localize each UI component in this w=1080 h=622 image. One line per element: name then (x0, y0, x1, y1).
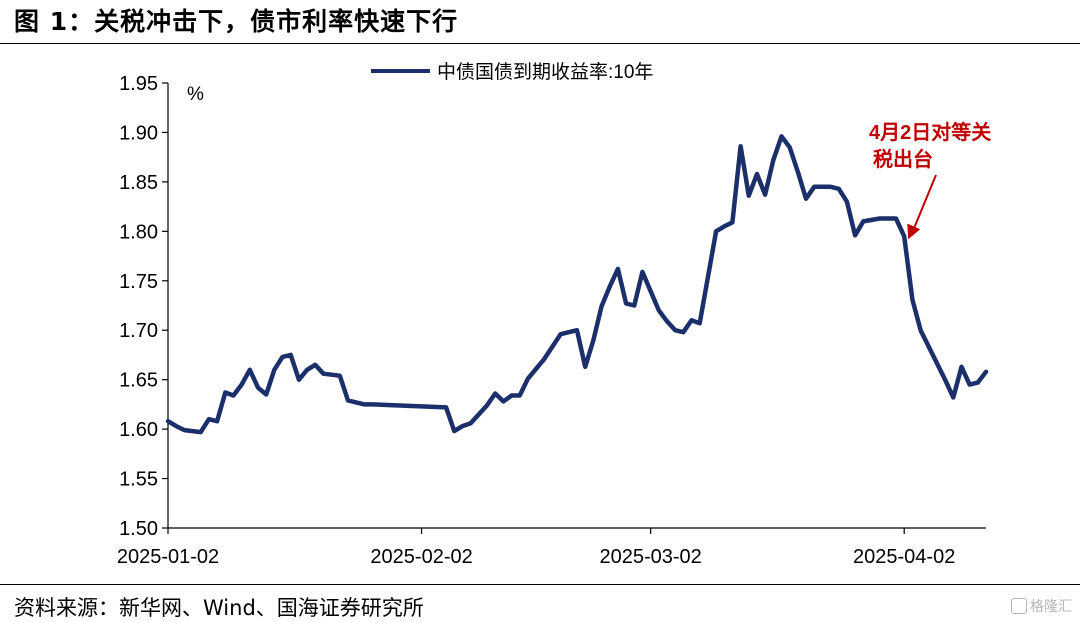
x-tick-label: 2025-04-02 (853, 546, 955, 568)
annotation-arrow-head (907, 223, 921, 240)
y-tick-label: 1.70 (119, 320, 158, 342)
y-axis-unit-label: % (187, 84, 204, 105)
y-tick-label: 1.55 (119, 469, 158, 491)
x-tick-label: 2025-03-02 (599, 546, 701, 568)
y-tick-label: 1.85 (119, 172, 158, 194)
watermark-logo-icon (1011, 598, 1027, 614)
y-tick-label: 1.65 (119, 370, 158, 392)
watermark: 格隆汇 (1011, 596, 1072, 616)
x-tick-label: 2025-01-02 (117, 546, 219, 568)
y-axis: 1.50 1.55 1.60 1.65 1.70 1.75 1.80 1.85 1.90 1.95 (119, 73, 169, 540)
source-divider (0, 584, 1080, 585)
y-tick-label: 1.80 (119, 221, 158, 243)
y-tick-label: 1.50 (119, 518, 158, 540)
plot-area (165, 134, 989, 435)
x-axis: 2025-01-02 2025-02-02 2025-03-02 2025-04-02 (117, 527, 986, 568)
figure-title: 图 1：关税冲击下，债市利率快速下行 (14, 7, 459, 36)
y-tick-label: 1.75 (119, 271, 158, 293)
watermark-text: 格隆汇 (1030, 599, 1072, 615)
legend: 中债国债到期收益率:10年 (371, 61, 653, 83)
legend-label: 中债国债到期收益率:10年 (437, 61, 653, 83)
annotation: 4月2日对等关 税出台 (869, 120, 991, 240)
annotation-text-line2: 税出台 (873, 147, 933, 171)
source-note: 资料来源：新华网、Wind、国海证券研究所 (14, 596, 424, 620)
title-divider (0, 43, 1080, 44)
annotation-text-line1: 4月2日对等关 (869, 120, 991, 144)
series-line (165, 134, 989, 435)
annotation-arrow-line (912, 174, 937, 231)
y-tick-label: 1.95 (119, 73, 158, 95)
x-tick-label: 2025-02-02 (370, 546, 472, 568)
y-tick-label: 1.90 (119, 122, 158, 144)
y-tick-label: 1.60 (119, 419, 158, 441)
